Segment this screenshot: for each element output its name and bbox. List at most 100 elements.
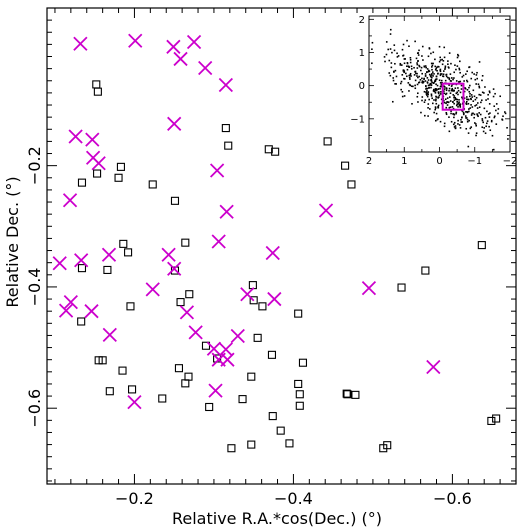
cross-marker bbox=[84, 304, 99, 319]
inset-dot bbox=[433, 81, 435, 84]
inset-dot bbox=[411, 102, 413, 105]
inset-dot bbox=[493, 116, 496, 119]
inset-y-tick-label: −1 bbox=[350, 114, 365, 125]
inset-dot bbox=[443, 101, 446, 104]
inset-dot bbox=[400, 80, 403, 83]
inset-dot bbox=[453, 99, 456, 102]
inset-dot bbox=[410, 65, 413, 68]
inset-dot bbox=[402, 43, 405, 46]
inset-dot bbox=[473, 113, 476, 116]
inset-dot bbox=[434, 79, 437, 82]
inset-dot bbox=[445, 87, 448, 89]
inset-dot bbox=[409, 58, 412, 61]
inset-dot bbox=[422, 81, 424, 83]
inset-dot bbox=[434, 58, 436, 61]
inset-dot bbox=[448, 89, 450, 92]
inset-dot bbox=[461, 110, 464, 112]
inset-dot bbox=[466, 96, 468, 98]
inset-dot bbox=[443, 122, 446, 125]
cross-marker bbox=[58, 303, 74, 318]
square-marker bbox=[341, 161, 350, 170]
inset-dot bbox=[435, 96, 438, 98]
inset-dot bbox=[469, 92, 471, 95]
inset-dot bbox=[445, 112, 448, 114]
inset-dot bbox=[437, 118, 439, 120]
inset-dot bbox=[438, 91, 440, 93]
inset-dot bbox=[478, 112, 480, 114]
inset-dot bbox=[460, 88, 463, 90]
inset-dot bbox=[437, 106, 440, 109]
inset-dot bbox=[443, 88, 446, 90]
inset-dot bbox=[451, 89, 453, 91]
inset-dot bbox=[406, 39, 408, 42]
inset-dot bbox=[435, 112, 438, 115]
inset-dot bbox=[423, 101, 426, 103]
cross-marker bbox=[230, 328, 245, 344]
inset-dot bbox=[468, 108, 470, 110]
inset-dot bbox=[407, 82, 410, 84]
square-marker bbox=[271, 147, 280, 156]
inset-dot bbox=[467, 102, 470, 105]
inset-dot bbox=[448, 87, 451, 90]
inset-dot bbox=[457, 119, 459, 122]
inset-dot bbox=[456, 53, 459, 56]
inset-dot bbox=[435, 78, 437, 81]
inset-dot bbox=[453, 102, 455, 105]
inset-dot bbox=[495, 123, 498, 125]
inset-dot bbox=[413, 66, 415, 69]
inset-dot bbox=[420, 66, 423, 69]
inset-dot bbox=[435, 99, 437, 102]
inset-dot bbox=[426, 89, 428, 92]
inset-dot bbox=[427, 93, 429, 96]
inset-dot bbox=[399, 64, 402, 66]
inset-dot bbox=[417, 52, 420, 54]
inset-dot bbox=[472, 100, 475, 102]
inset-dot bbox=[449, 106, 452, 109]
inset-dot bbox=[408, 45, 410, 48]
inset-dot bbox=[461, 116, 463, 119]
inset-dot bbox=[439, 70, 442, 73]
cross-marker bbox=[206, 341, 222, 356]
inset-dot bbox=[405, 72, 407, 75]
inset-dot bbox=[471, 71, 474, 74]
square-marker bbox=[181, 379, 190, 388]
inset-dot bbox=[439, 93, 442, 95]
inset-dot bbox=[470, 126, 473, 128]
inset-dot bbox=[492, 88, 495, 90]
inset-dot bbox=[418, 81, 421, 83]
inset-dot bbox=[456, 98, 458, 101]
inset-dot bbox=[468, 86, 470, 89]
main-plot-area bbox=[52, 33, 501, 453]
inset-dot bbox=[476, 107, 479, 109]
inset-dot bbox=[444, 79, 447, 82]
inset-dot bbox=[430, 84, 433, 86]
inset-dot bbox=[485, 125, 487, 128]
inset-dot bbox=[489, 129, 492, 132]
inset-dot bbox=[470, 98, 472, 101]
inset-dot bbox=[427, 70, 430, 73]
inset-y-tick-label: 0 bbox=[359, 81, 365, 92]
inset-dot bbox=[465, 73, 467, 75]
inset-dot bbox=[462, 74, 465, 77]
square-marker bbox=[201, 341, 211, 350]
inset-dot bbox=[476, 102, 479, 104]
inset-dot bbox=[461, 96, 463, 99]
inset-dot bbox=[450, 110, 452, 112]
inset-dot bbox=[432, 62, 434, 65]
inset-dot bbox=[389, 33, 392, 35]
x-axis-label: Relative R.A.*cos(Dec.) (°) bbox=[172, 509, 382, 528]
inset-dot bbox=[465, 117, 467, 119]
inset-dot bbox=[454, 87, 457, 90]
inset-dot bbox=[408, 76, 411, 79]
inset-dot bbox=[480, 99, 483, 102]
square-marker bbox=[421, 266, 430, 275]
inset-dot bbox=[428, 86, 430, 89]
inset-dot bbox=[465, 79, 468, 82]
inset-dot bbox=[458, 124, 461, 126]
inset-dot bbox=[396, 56, 399, 58]
inset-dot bbox=[469, 84, 471, 87]
inset-dot bbox=[428, 98, 430, 101]
inset-dot bbox=[428, 47, 431, 50]
cross-marker bbox=[218, 77, 233, 93]
